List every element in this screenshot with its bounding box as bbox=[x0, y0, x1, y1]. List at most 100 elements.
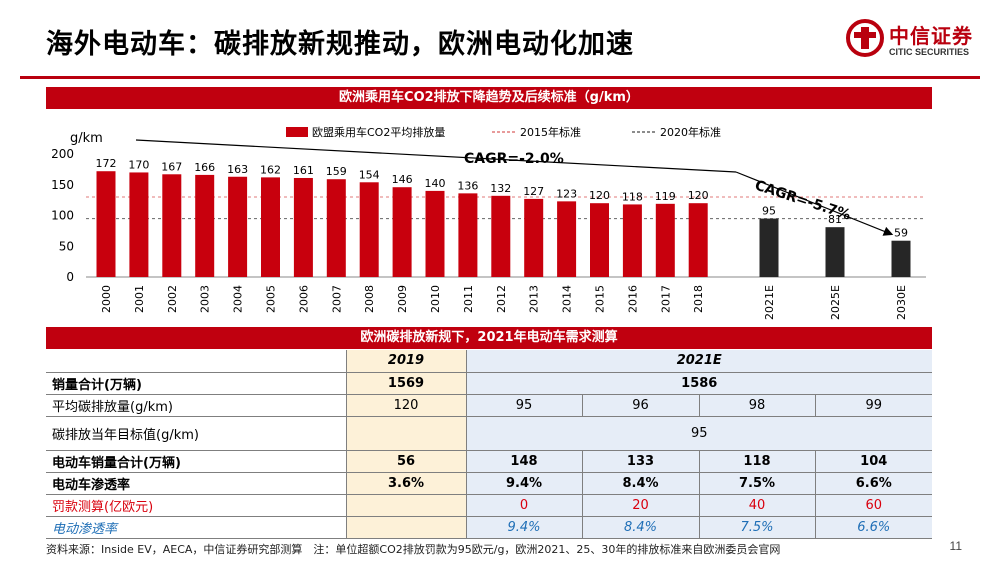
x-tick-label-2030E: 2030E bbox=[895, 285, 908, 320]
data-label-2001: 170 bbox=[128, 158, 149, 171]
data-label-2009: 146 bbox=[392, 173, 413, 186]
bar-2018 bbox=[688, 203, 708, 277]
cell-scenario-3: 40 bbox=[699, 494, 816, 517]
bar-2030E bbox=[891, 240, 911, 277]
cell-scenario-1: 95 bbox=[466, 394, 583, 417]
data-label-2002: 167 bbox=[161, 160, 182, 173]
logo-text-cn: 中信证券 bbox=[889, 24, 973, 48]
bar-2016 bbox=[622, 204, 642, 277]
y-tick-label: 200 bbox=[51, 147, 74, 161]
x-tick-label-2012: 2012 bbox=[495, 285, 508, 313]
legend-label-ref-2: 2020年标准 bbox=[660, 125, 721, 139]
y-tick-label: 50 bbox=[59, 239, 74, 253]
data-label-2016: 118 bbox=[622, 190, 643, 203]
table-title-band: 欧洲碳排放新规下，2021年电动车需求测算 bbox=[46, 327, 932, 349]
row-ev-rate: 电动渗透率 9.4% 8.4% 7.5% 6.6% bbox=[46, 516, 932, 539]
cell-scenario-4: 60 bbox=[815, 494, 932, 517]
x-tick-label-2018: 2018 bbox=[692, 285, 705, 313]
row-label: 电动车销量合计(万辆) bbox=[46, 450, 347, 473]
row-target: 碳排放当年目标值(g/km) 95 bbox=[46, 416, 932, 451]
cell-scenario-2: 8.4% bbox=[582, 516, 700, 539]
cell-2019 bbox=[346, 416, 467, 451]
source-note: 资料来源：Inside EV，AECA，中信证券研究部测算 注：单位超额CO2排… bbox=[46, 543, 781, 556]
x-tick-label-2002: 2002 bbox=[166, 285, 179, 313]
x-tick-label-2007: 2007 bbox=[330, 285, 343, 313]
page-number: 11 bbox=[949, 539, 962, 553]
cell-scenario-1: 0 bbox=[466, 494, 583, 517]
data-label-2008: 154 bbox=[359, 168, 380, 181]
row-label: 罚款测算(亿欧元) bbox=[46, 494, 347, 517]
y-tick-label: 100 bbox=[51, 209, 74, 223]
x-tick-label-2016: 2016 bbox=[626, 285, 639, 313]
x-tick-label-2014: 2014 bbox=[561, 285, 574, 313]
cell-scenario-2: 8.4% bbox=[582, 472, 700, 495]
bar-2003 bbox=[195, 174, 215, 277]
co2-emission-bar-chart: g/km 0 50 100 150 200 172 2000 170 2001 167 2002 166… bbox=[51, 125, 926, 320]
data-label-2000: 172 bbox=[96, 157, 117, 170]
x-tick-label-2015: 2015 bbox=[594, 285, 607, 313]
cell-scenario-3: 118 bbox=[699, 450, 816, 473]
bar-2007 bbox=[326, 179, 346, 277]
data-label-2030E: 59 bbox=[894, 227, 908, 240]
bar-2004 bbox=[228, 176, 248, 277]
data-label-2012: 132 bbox=[490, 182, 511, 195]
row-ev-sales: 电动车销量合计(万辆) 56 148 133 118 104 bbox=[46, 450, 932, 473]
cell-2019: 56 bbox=[346, 450, 467, 473]
data-label-2021E: 95 bbox=[762, 205, 776, 218]
data-label-2003: 166 bbox=[194, 161, 215, 174]
citic-securities-logo: 中信证券 CITIC SECURITIES bbox=[845, 14, 975, 64]
bar-2000 bbox=[96, 171, 116, 277]
x-tick-label-2011: 2011 bbox=[462, 285, 475, 313]
cell-scenario-3: 98 bbox=[699, 394, 816, 417]
trend-arrow-2 bbox=[735, 171, 894, 236]
cell-2019: 120 bbox=[346, 394, 467, 417]
bar-2011 bbox=[458, 193, 478, 277]
cell-scenario-3: 7.5% bbox=[699, 516, 816, 539]
chart-title-band: 欧洲乘用车CO2排放下降趋势及后续标准（g/km） bbox=[46, 87, 932, 109]
bar-2010 bbox=[425, 190, 445, 277]
cell-scenario-4: 99 bbox=[815, 394, 932, 417]
cell-scenario-2: 96 bbox=[582, 394, 700, 417]
bar-2009 bbox=[392, 187, 412, 277]
header-label-cell bbox=[46, 350, 347, 373]
header-2021e: 2021E bbox=[466, 350, 932, 373]
row-label: 电动车渗透率 bbox=[46, 472, 347, 495]
data-label-2014: 123 bbox=[556, 187, 577, 200]
x-tick-label-2010: 2010 bbox=[429, 285, 442, 313]
cell-2021e: 1586 bbox=[466, 372, 932, 395]
cell-scenario-1: 9.4% bbox=[466, 516, 583, 539]
x-tick-label-2006: 2006 bbox=[297, 285, 310, 313]
data-label-2006: 161 bbox=[293, 164, 314, 177]
trend-arrow-1 bbox=[135, 139, 737, 173]
x-tick-label-2005: 2005 bbox=[265, 285, 278, 313]
data-label-2017: 119 bbox=[655, 190, 676, 203]
data-label-2015: 120 bbox=[589, 189, 610, 202]
slide-title: 海外电动车：碳排放新规推动，欧洲电动化加速 bbox=[46, 29, 634, 60]
bar-2013 bbox=[524, 198, 544, 277]
data-label-2013: 127 bbox=[523, 185, 544, 198]
x-tick-label-2003: 2003 bbox=[199, 285, 212, 313]
row-ev-penetration: 电动车渗透率 3.6% 9.4% 8.4% 7.5% 6.6% bbox=[46, 472, 932, 495]
data-label-2025E: 81 bbox=[828, 213, 842, 226]
cell-2019 bbox=[346, 516, 467, 539]
cell-scenario-4: 104 bbox=[815, 450, 932, 473]
bar-2025E bbox=[825, 227, 845, 277]
x-tick-label-2000: 2000 bbox=[100, 285, 113, 313]
data-label-2005: 162 bbox=[260, 163, 281, 176]
cell-scenario-2: 133 bbox=[582, 450, 700, 473]
row-label: 销量合计(万辆) bbox=[46, 372, 347, 395]
cell-scenario-1: 148 bbox=[466, 450, 583, 473]
bar-2002 bbox=[162, 174, 182, 277]
legend-label-ref-1: 2015年标准 bbox=[520, 125, 581, 139]
bar-2008 bbox=[359, 182, 379, 277]
cell-2019: 1569 bbox=[346, 372, 467, 395]
cell-2021e: 95 bbox=[466, 416, 932, 451]
row-label: 碳排放当年目标值(g/km) bbox=[46, 416, 347, 451]
data-label-2018: 120 bbox=[688, 189, 709, 202]
annotation-cagr-1: CAGR=-2.0% bbox=[464, 151, 564, 167]
row-penalty: 罚款测算(亿欧元) 0 20 40 60 bbox=[46, 494, 932, 517]
cell-scenario-4: 6.6% bbox=[815, 516, 932, 539]
row-label: 电动渗透率 bbox=[46, 516, 347, 539]
data-label-2004: 163 bbox=[227, 163, 248, 176]
bar-2021E bbox=[759, 218, 779, 277]
